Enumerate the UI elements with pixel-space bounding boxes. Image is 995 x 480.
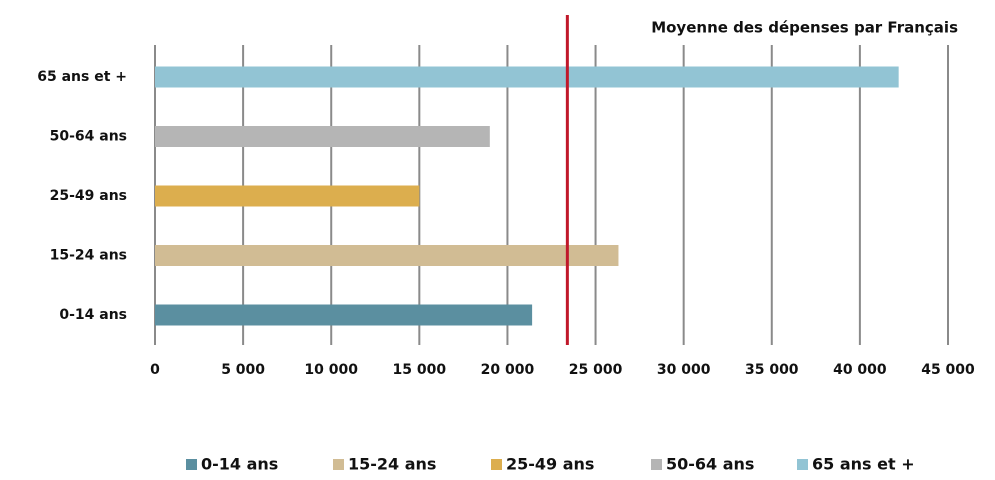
x-tick-label: 45 000 [921,362,975,378]
y-tick-label: 0-14 ans [59,307,127,323]
x-tick-label: 0 [150,362,160,378]
x-tick-label: 30 000 [657,362,711,378]
x-tick-label: 40 000 [833,362,887,378]
legend-swatch [491,459,502,470]
bar [155,245,619,266]
x-tick-label: 5 000 [221,362,265,378]
legend-swatch [797,459,808,470]
legend-label: 65 ans et + [812,455,915,474]
bar [155,185,420,207]
legend-swatch [186,459,197,470]
bar [155,66,899,88]
legend-label: 25-49 ans [506,455,594,474]
x-tick-label: 25 000 [569,362,623,378]
x-tick-label: 15 000 [393,362,447,378]
y-tick-label: 65 ans et + [37,69,127,85]
legend-label: 0-14 ans [201,455,278,474]
y-tick-label: 25-49 ans [50,188,127,204]
legend-swatch [651,459,662,470]
y-tick-label: 50-64 ans [50,129,127,145]
x-tick-label: 10 000 [304,362,358,378]
legend-label: 15-24 ans [348,455,436,474]
x-tick-label: 35 000 [745,362,799,378]
legend-label: 50-64 ans [666,455,754,474]
bar [155,126,490,147]
y-tick-label: 15-24 ans [50,248,127,264]
legend-swatch [333,459,344,470]
annotation: Moyenne des dépenses par Français [651,19,958,37]
x-tick-label: 20 000 [481,362,535,378]
bar [155,304,533,326]
